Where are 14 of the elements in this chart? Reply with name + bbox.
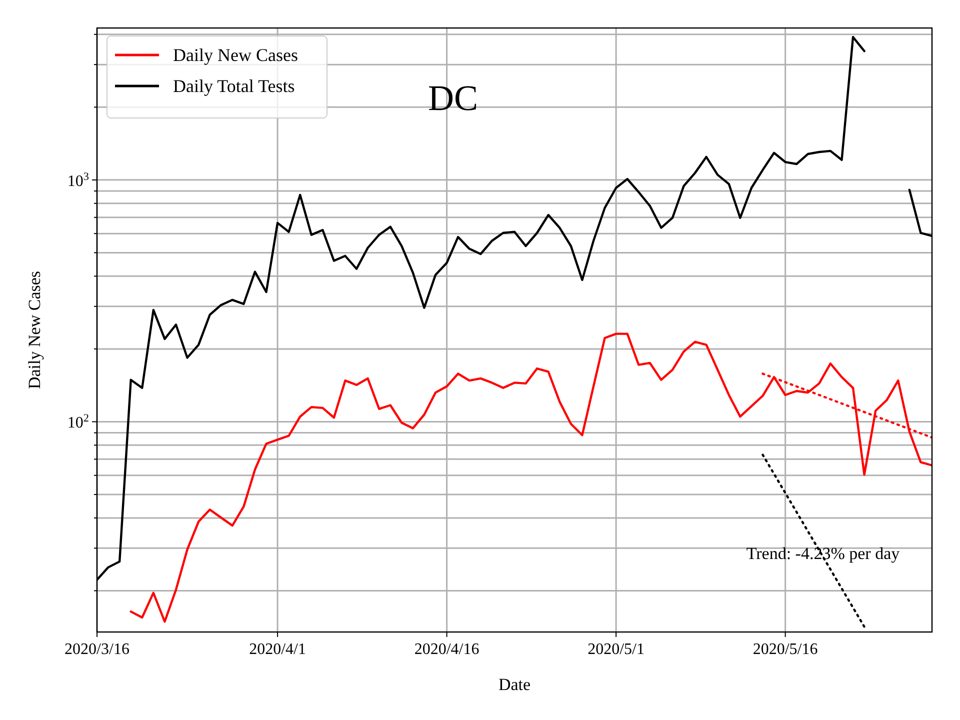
x-tick-label: 2020/5/1 bbox=[588, 641, 644, 658]
y-tick-label: 10$^{3}$ bbox=[67, 170, 90, 190]
x-tick-label: 2020/5/16 bbox=[752, 641, 818, 658]
annotation: Trend: -4.23% per day bbox=[746, 544, 900, 563]
x-tick-label: 2020/4/16 bbox=[414, 641, 480, 658]
x-tick-label: 2020/3/16 bbox=[64, 641, 130, 658]
text: DC bbox=[428, 78, 478, 118]
x-axis-title: Date bbox=[498, 675, 531, 694]
legend-label: Daily New Cases bbox=[173, 45, 298, 65]
x-tick-label: 2020/4/1 bbox=[249, 641, 306, 658]
y-tick-label: 10$^{2}$ bbox=[67, 412, 89, 432]
y-axis-title: Daily New Cases bbox=[25, 270, 44, 390]
legend-label: Daily Total Tests bbox=[173, 76, 295, 96]
line-series bbox=[130, 332, 932, 623]
